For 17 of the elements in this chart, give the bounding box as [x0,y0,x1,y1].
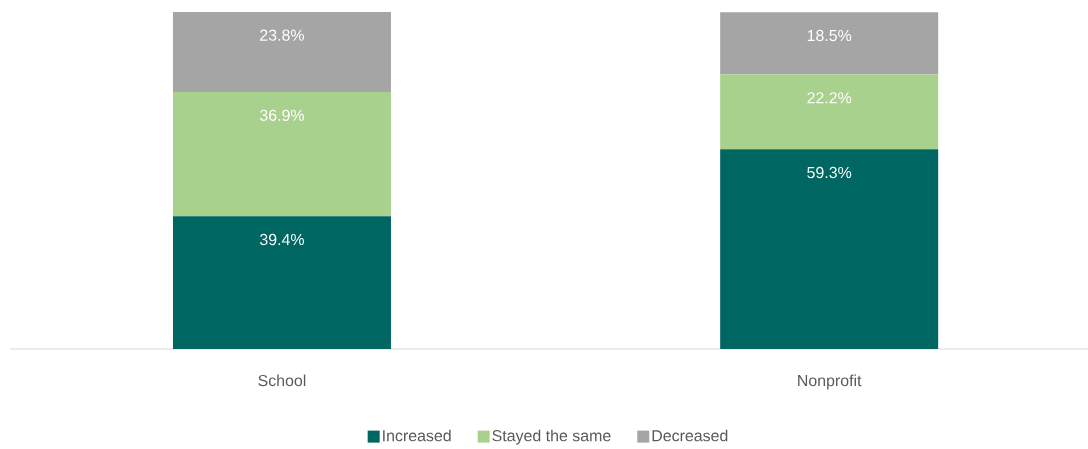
data-label: 23.8% [260,29,304,41]
bar [720,149,939,349]
data-label: 22.2% [807,92,852,104]
bar [720,74,939,150]
data-label: 36.9% [259,109,304,121]
bar [720,12,939,75]
data-label: 39.4% [259,233,304,246]
legend-label: Increased [383,429,451,442]
bar [172,216,391,349]
bar [172,92,391,217]
data-label: 18.5% [807,29,852,42]
bar [172,12,391,93]
legend-label: Stayed the same [492,429,611,445]
legend-label: Decreased [652,429,728,442]
x-tick-label: School [258,374,306,387]
data-label: 59.3% [807,166,852,179]
x-tick-label: Nonprofit [798,374,862,390]
